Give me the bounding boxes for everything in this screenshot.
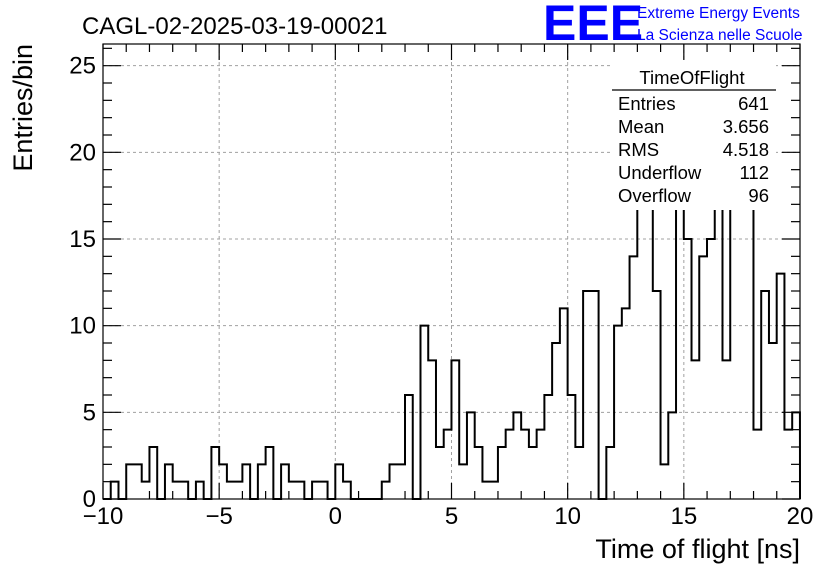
- stats-value: 4.518: [723, 139, 769, 160]
- axis-ticks: [102, 44, 801, 500]
- histogram-line: [103, 99, 801, 500]
- stats-label: Underflow: [618, 162, 702, 183]
- y-tick-labels: 0 5 10 15 20 25: [69, 53, 96, 513]
- stats-label: Mean: [618, 116, 664, 137]
- stats-box: TimeOfFlight Entries 641 Mean 3.656 RMS 4.518…: [612, 62, 776, 210]
- y-axis-label: Entries/bin: [8, 44, 38, 172]
- stats-label: RMS: [618, 139, 659, 160]
- y-tick-label: 5: [83, 399, 96, 426]
- stats-name: TimeOfFlight: [639, 67, 744, 88]
- stats-rows: Entries 641 Mean 3.656 RMS 4.518 Underflow 112 O…: [618, 93, 769, 206]
- y-tick-label: 25: [69, 53, 96, 80]
- stats-value: 112: [740, 162, 770, 183]
- logo-line2: La Scienza nelle Scuole: [637, 27, 802, 44]
- x-tick-label: −5: [205, 503, 232, 530]
- stats-label: Overflow: [618, 185, 692, 206]
- y-tick-label: 0: [83, 486, 96, 513]
- x-axis-label: Time of flight [ns]: [595, 534, 800, 564]
- y-tick-label: 15: [69, 226, 96, 253]
- x-tick-labels: −10 −5 0 5 10 15 20: [83, 503, 814, 530]
- stats-value: 641: [738, 93, 769, 114]
- y-tick-label: 20: [69, 139, 96, 166]
- logo-mark: EEE: [543, 0, 643, 51]
- stats-label: Entries: [618, 93, 676, 114]
- logo-line1: Extreme Energy Events: [637, 5, 800, 22]
- x-tick-label: 10: [554, 503, 581, 530]
- x-tick-label: 15: [670, 503, 697, 530]
- stats-value: 96: [748, 185, 769, 206]
- chart-title: CAGL-02-2025-03-19-00021: [82, 13, 388, 40]
- x-tick-label: −10: [83, 503, 124, 530]
- x-tick-label: 5: [445, 503, 458, 530]
- logo: EEE Extreme Energy Events La Scienza nel…: [543, 0, 802, 51]
- stats-box-bg: [612, 62, 776, 210]
- x-tick-label: 0: [329, 503, 342, 530]
- y-tick-label: 10: [69, 313, 96, 340]
- stats-value: 3.656: [723, 116, 769, 137]
- x-tick-label: 20: [787, 503, 814, 530]
